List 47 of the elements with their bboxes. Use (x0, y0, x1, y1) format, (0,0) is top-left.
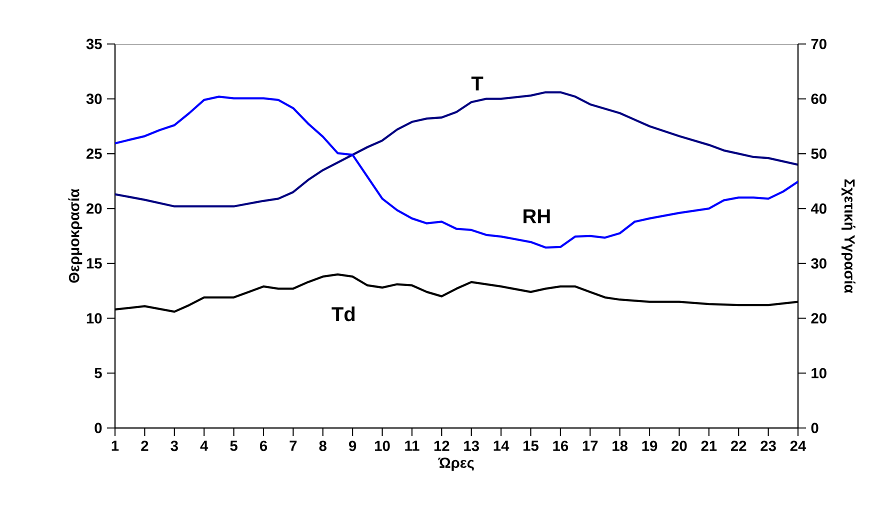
x-tick-label: 21 (701, 440, 717, 451)
y2-tick-label: 0 (811, 422, 818, 434)
x-tick-label: 18 (612, 440, 628, 452)
x-tick-label: 1 (112, 440, 119, 451)
x-tick-label: 7 (290, 440, 297, 451)
y2-tick-label: 20 (811, 313, 826, 324)
y2-tick-label: 40 (810, 203, 826, 214)
series-label: RH (524, 209, 550, 224)
x-tick-label: 5 (230, 440, 238, 451)
y2-tick-label: 60 (811, 94, 826, 104)
x-tick-label: 4 (200, 440, 208, 451)
x-tick-label: 13 (464, 440, 479, 452)
y-tick-label: 15 (86, 258, 102, 269)
y-axis-title: Θερμοκρασία (68, 188, 82, 283)
y-tick-label: 35 (86, 38, 102, 50)
x-tick-label: 16 (553, 440, 568, 452)
y-tick-label: 20 (86, 203, 102, 214)
x-tick-label: 11 (405, 440, 420, 451)
y-tick-label: 0 (94, 422, 102, 434)
y-tick-label: 10 (86, 313, 102, 324)
y2-tick-label: 70 (811, 38, 826, 50)
series-label: Td (332, 306, 355, 322)
x-tick-label: 8 (319, 440, 326, 452)
y-tick-label: 30 (86, 94, 102, 104)
y-tick-label: 25 (86, 148, 102, 159)
series-label: T (471, 76, 484, 90)
x-tick-label: 14 (494, 440, 510, 451)
x-tick-label: 2 (141, 440, 148, 451)
y2-tick-label: 50 (811, 148, 826, 159)
x-tick-label: 3 (170, 440, 178, 452)
y2-tick-label: 10 (812, 368, 826, 378)
y2-tick-label: 30 (811, 258, 826, 269)
x-tick-label: 10 (375, 440, 390, 452)
x-tick-label: 19 (642, 440, 658, 452)
x-tick-label: 9 (348, 440, 356, 452)
y2-axis-title: Σχετική Υγρασία (842, 179, 856, 294)
x-tick-label: 24 (790, 440, 806, 451)
x-tick-label: 12 (434, 440, 450, 451)
x-tick-label: 20 (672, 440, 687, 452)
x-axis-title: Ώρες (438, 458, 474, 471)
x-tick-label: 23 (760, 440, 776, 452)
x-tick-label: 22 (730, 440, 746, 451)
x-tick-label: 17 (582, 440, 598, 451)
y-tick-label: 5 (94, 368, 102, 378)
line-series (115, 96, 798, 249)
x-tick-label: 6 (260, 440, 268, 452)
x-tick-label: 15 (524, 440, 538, 451)
